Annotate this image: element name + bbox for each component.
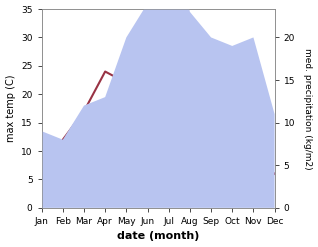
- Y-axis label: max temp (C): max temp (C): [5, 75, 16, 142]
- X-axis label: date (month): date (month): [117, 231, 199, 242]
- Y-axis label: med. precipitation (kg/m2): med. precipitation (kg/m2): [303, 48, 313, 169]
